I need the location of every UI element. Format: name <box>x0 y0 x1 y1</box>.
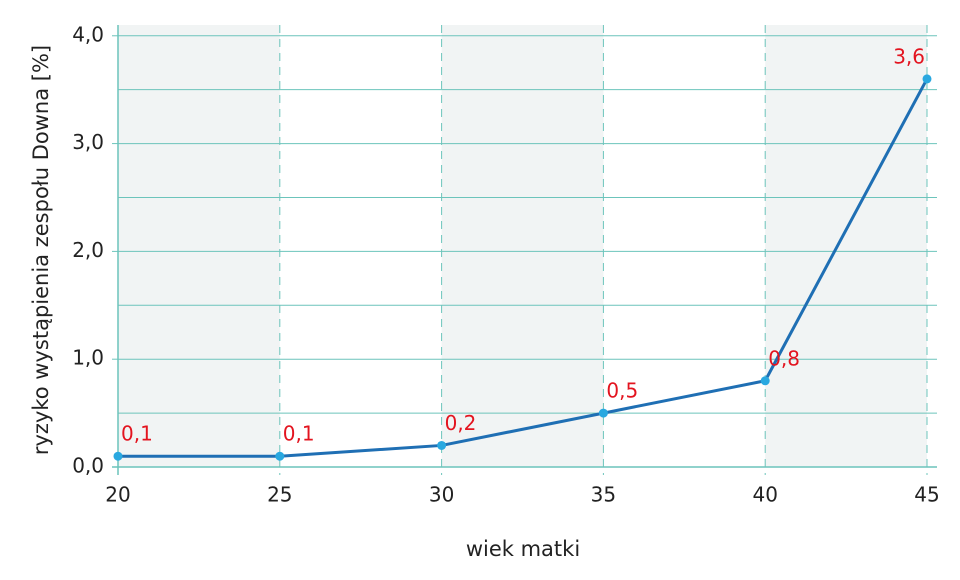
value-label: 0,2 <box>445 411 477 435</box>
value-label: 3,6 <box>893 44 925 68</box>
y-tick-label: 4,0 <box>72 22 104 46</box>
point <box>113 451 123 461</box>
y-tick-label: 3,0 <box>72 130 104 154</box>
point <box>598 408 608 418</box>
x-axis-title: wiek matki <box>466 537 580 561</box>
x-tick-label: 45 <box>914 483 939 507</box>
point <box>760 376 770 386</box>
y-tick-label: 2,0 <box>72 238 104 262</box>
x-tick-label: 20 <box>105 483 130 507</box>
x-tick-label: 30 <box>429 483 454 507</box>
point <box>922 74 932 84</box>
point <box>275 451 285 461</box>
x-tick-label: 40 <box>752 483 777 507</box>
y-axis-title: ryzyko wystąpienia zespołu Downa [%] <box>29 45 53 455</box>
x-tick-label: 35 <box>591 483 616 507</box>
band <box>765 25 927 467</box>
value-label: 0,1 <box>283 422 315 446</box>
band <box>441 25 604 467</box>
band <box>118 25 280 467</box>
point <box>437 440 447 450</box>
y-tick-label: 1,0 <box>72 346 104 370</box>
line <box>118 78 929 458</box>
y-tick-label: 0,0 <box>72 454 104 478</box>
value-label: 0,8 <box>768 346 800 370</box>
value-label: 0,5 <box>606 379 638 403</box>
value-label: 0,1 <box>121 422 153 446</box>
x-tick-label: 25 <box>267 483 292 507</box>
